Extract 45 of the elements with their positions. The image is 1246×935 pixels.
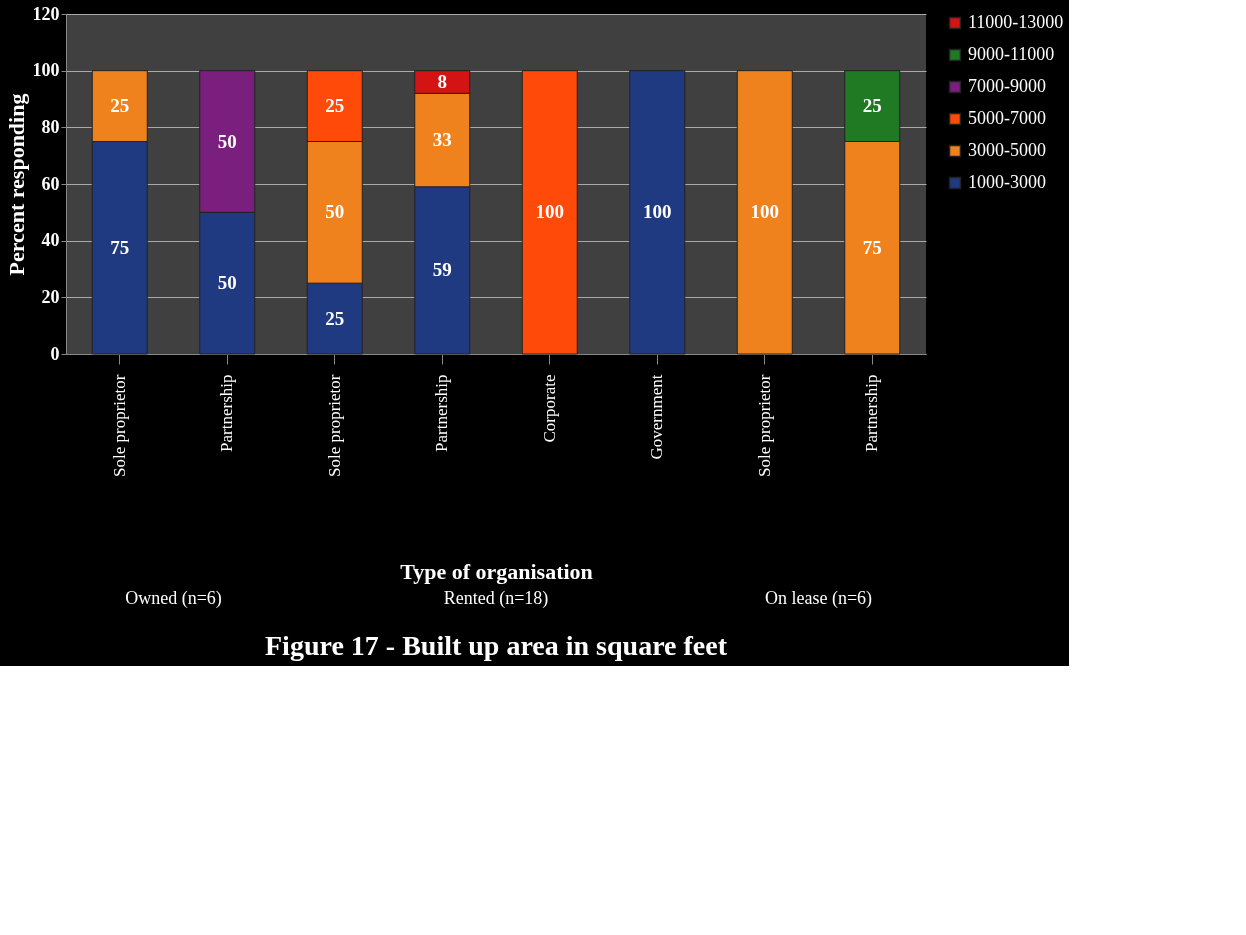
- data-label: 59: [432, 259, 452, 281]
- data-label: 50: [217, 272, 237, 294]
- legend-label: 9000-11000: [968, 44, 1055, 64]
- data-label: 100: [750, 201, 779, 223]
- data-label: 75: [110, 236, 130, 258]
- text: On lease (n=6): [764, 588, 873, 609]
- legend-label: 3000-5000: [968, 140, 1046, 160]
- data-label: 100: [535, 201, 564, 223]
- data-label: 25: [110, 95, 130, 117]
- data-label: 50: [325, 201, 345, 223]
- data-label: 75: [862, 236, 882, 258]
- legend-label: 11000-13000: [968, 12, 1064, 32]
- x-tick-label: Partnership: [217, 374, 237, 452]
- x-tick-label: Corporate: [539, 374, 559, 443]
- data-label: 25: [325, 95, 345, 117]
- y-tick-label: 80: [41, 116, 60, 137]
- text: Owned (n=6): [125, 588, 222, 609]
- x-tick-label: Partnership: [862, 374, 882, 452]
- y-tick-label: 60: [41, 173, 60, 194]
- x-tick-label: Sole proprietor: [109, 374, 129, 477]
- y-tick-label: 120: [32, 3, 60, 24]
- bar: [521, 70, 578, 355]
- y-tick-label: 0: [50, 343, 60, 364]
- y-tick-label: 100: [32, 60, 60, 81]
- x-tick-label: Partnership: [432, 374, 452, 452]
- legend-label: 1000-3000: [968, 172, 1046, 192]
- text: Figure 17 - Built up area in square feet: [265, 630, 728, 661]
- x-tick-label: Sole proprietor: [754, 374, 774, 477]
- legend-label: 7000-9000: [968, 76, 1046, 96]
- data-label: 8: [437, 71, 447, 92]
- data-label: 25: [325, 307, 345, 329]
- bar: [629, 70, 686, 355]
- y-tick-label: 20: [41, 286, 60, 307]
- x-tick-label: Government: [647, 374, 667, 460]
- bar: [736, 70, 793, 355]
- data-label: 50: [217, 130, 237, 152]
- x-tick-label: Sole proprietor: [324, 374, 344, 477]
- legend-label: 5000-7000: [968, 108, 1046, 128]
- data-label: 25: [862, 95, 882, 117]
- data-label: 33: [432, 129, 452, 151]
- y-tick-label: 40: [41, 230, 60, 251]
- x-axis-title: Type of organisation: [400, 558, 593, 584]
- y-axis-title: Percent responding: [3, 93, 29, 276]
- data-label: 100: [643, 201, 672, 223]
- text: Rented (n=18): [443, 588, 549, 609]
